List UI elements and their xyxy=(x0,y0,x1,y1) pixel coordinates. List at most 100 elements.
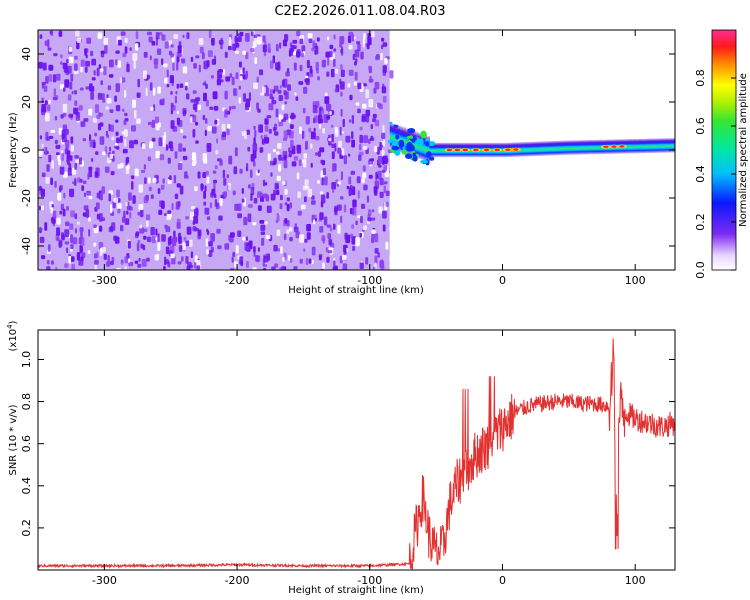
noise-cell xyxy=(138,257,141,262)
noise-cell xyxy=(120,31,126,36)
noise-cell xyxy=(69,155,73,162)
noise-cell xyxy=(124,46,128,54)
noise-cell xyxy=(215,150,219,155)
signal-hotspot-core xyxy=(513,148,519,151)
noise-cell xyxy=(124,112,128,117)
noise-cell xyxy=(264,182,268,186)
noise-cell xyxy=(134,110,137,119)
noise-cell xyxy=(116,137,120,144)
signal-band-column xyxy=(649,138,653,153)
noise-cell xyxy=(286,204,290,212)
colorbar-gradient xyxy=(711,29,737,271)
noise-cell xyxy=(63,87,66,92)
noise-cell xyxy=(190,251,194,259)
noise-cell xyxy=(157,188,161,194)
noise-cell xyxy=(79,237,83,243)
noise-cell xyxy=(180,129,184,134)
snr-x-ticks: -300 -200 -100 0 100 xyxy=(92,330,646,587)
noise-cell xyxy=(322,128,325,134)
noise-cell xyxy=(63,192,66,199)
noise-cell xyxy=(362,103,367,109)
noise-cell xyxy=(209,202,213,209)
noise-cell xyxy=(261,138,265,145)
signal-band-column xyxy=(424,135,428,161)
noise-cell xyxy=(84,48,88,56)
noise-cell xyxy=(278,115,284,120)
noise-cell xyxy=(154,174,159,179)
noise-cell xyxy=(337,224,341,234)
noise-cell xyxy=(329,110,332,116)
noise-cell xyxy=(317,76,320,81)
noise-cell xyxy=(256,76,259,83)
noise-cell xyxy=(358,154,362,161)
signal-band-column xyxy=(647,138,651,153)
noise-cell xyxy=(64,241,70,245)
signal-onset-blotch xyxy=(426,151,432,158)
noise-cell xyxy=(308,127,312,133)
noise-cell xyxy=(314,45,319,55)
noise-cell xyxy=(379,141,382,151)
noise-cell xyxy=(44,100,48,106)
noise-cell xyxy=(124,138,127,147)
noise-cell xyxy=(348,119,352,123)
noise-cell xyxy=(139,208,144,218)
noise-cell xyxy=(203,92,207,102)
noise-cell xyxy=(210,233,215,242)
noise-cell xyxy=(80,59,85,67)
noise-cell xyxy=(328,138,332,142)
signal-band-column xyxy=(655,138,659,153)
noise-cell xyxy=(49,201,54,210)
noise-cell xyxy=(157,86,161,94)
signal-hotspot-core xyxy=(505,148,511,151)
noise-cell xyxy=(127,258,131,263)
noise-cell xyxy=(56,217,61,225)
noise-cell xyxy=(164,77,168,84)
noise-cell xyxy=(279,203,283,210)
noise-cell xyxy=(308,37,313,44)
noise-cell xyxy=(352,206,357,216)
noise-cell xyxy=(115,83,120,93)
noise-cell xyxy=(113,198,119,203)
noise-cell xyxy=(327,250,333,254)
noise-cell xyxy=(252,267,257,270)
noise-cell xyxy=(272,126,277,132)
noise-cell xyxy=(73,107,77,115)
noise-cell xyxy=(125,156,130,164)
noise-cell xyxy=(374,233,379,243)
noise-cell xyxy=(66,247,69,254)
noise-cell xyxy=(363,32,366,40)
noise-cell xyxy=(277,142,282,149)
noise-cell xyxy=(110,225,113,231)
signal-band-column xyxy=(663,138,667,153)
noise-cell xyxy=(289,202,292,209)
noise-cell xyxy=(293,156,298,161)
spectrogram-x-tick-label: 0 xyxy=(499,274,506,287)
noise-cell xyxy=(74,55,78,60)
signal-band-column xyxy=(541,141,545,156)
snr-series-line xyxy=(38,338,675,570)
noise-cell xyxy=(259,69,264,76)
noise-cell xyxy=(295,96,299,101)
noise-cell xyxy=(79,227,84,233)
noise-cell xyxy=(326,192,329,199)
noise-cell xyxy=(172,62,175,71)
snr-y-tick-label: 0.2 xyxy=(20,519,33,537)
signal-band-column xyxy=(556,140,561,156)
noise-cell xyxy=(74,90,77,95)
noise-cell xyxy=(68,46,73,52)
signal-band-column xyxy=(596,139,600,155)
noise-cell xyxy=(385,190,390,197)
noise-cell xyxy=(48,154,52,163)
noise-cell xyxy=(65,221,70,227)
noise-cell xyxy=(75,30,80,37)
noise-cell xyxy=(176,183,181,188)
noise-cell xyxy=(99,112,104,117)
noise-cell xyxy=(147,31,152,36)
noise-cell xyxy=(200,186,204,191)
noise-cell xyxy=(351,224,354,229)
noise-cell xyxy=(343,155,347,165)
noise-cell xyxy=(339,255,343,264)
snr-y-tick-label: 0.8 xyxy=(20,393,33,411)
noise-cell xyxy=(102,99,106,103)
noise-cell xyxy=(183,236,187,241)
